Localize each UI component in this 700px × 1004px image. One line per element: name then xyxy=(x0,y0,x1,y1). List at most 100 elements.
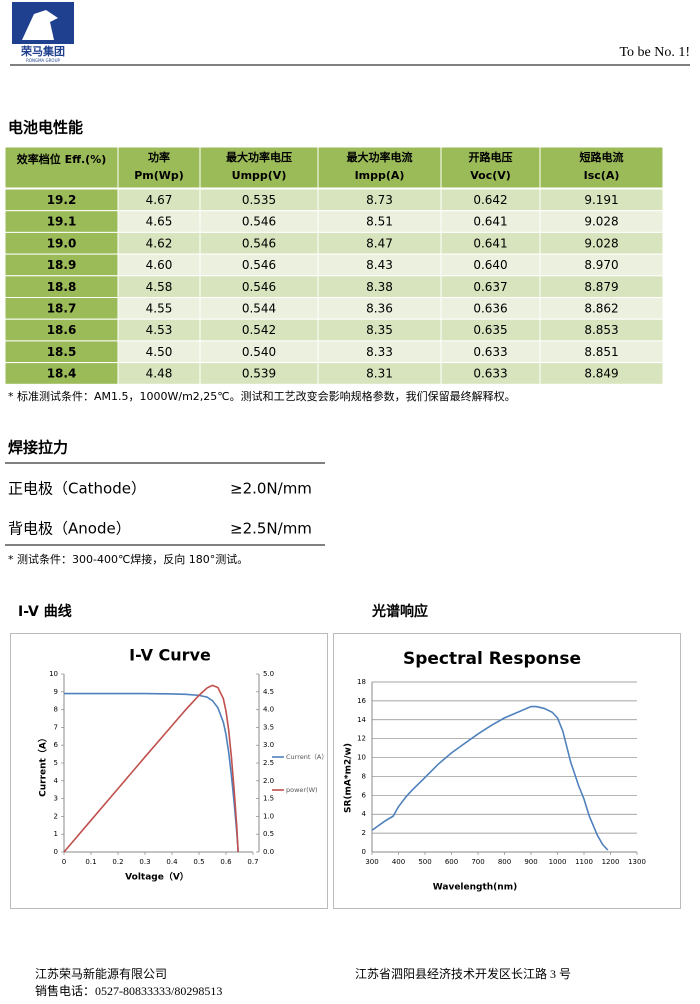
y2-tick-label: 3.5 xyxy=(263,723,274,731)
x-tick-label: 0.5 xyxy=(193,858,204,866)
y-tick-label: 6 xyxy=(54,741,59,749)
cell-text: 0.633 xyxy=(473,367,507,381)
header-text: 短路电流 xyxy=(580,150,624,164)
y-tick-label: 5 xyxy=(54,759,58,767)
cell-text: 18.4 xyxy=(47,367,77,381)
chart-title: I-V Curve xyxy=(129,646,211,665)
cell-text: 8.853 xyxy=(584,323,618,337)
solder-note: * 测试条件：300-400℃焊接，反向 180°测试。 xyxy=(8,552,248,566)
section-title: 光谱响应 xyxy=(371,603,428,620)
footer-phone: 销售电话：0527-80833333/80298513 xyxy=(35,983,222,998)
y-tick-label: 12 xyxy=(357,735,366,743)
y2-tick-label: 5.0 xyxy=(263,670,274,678)
y-tick-label: 7 xyxy=(54,723,58,731)
cell-text: 0.633 xyxy=(473,345,507,359)
y-tick-label: 14 xyxy=(357,716,366,724)
cell-text: 4.58 xyxy=(146,280,173,294)
header-text: Umpp(V) xyxy=(232,169,287,182)
y-tick-label: 8 xyxy=(54,706,58,714)
header-cell xyxy=(117,146,201,189)
y-tick-label: 4 xyxy=(362,810,367,818)
cell-text: 0.637 xyxy=(473,280,507,294)
cell-text: 0.540 xyxy=(242,345,276,359)
chart-frame xyxy=(333,633,681,909)
cell-text: 8.862 xyxy=(584,302,618,316)
cell-text: 4.60 xyxy=(146,258,173,272)
x-tick-label: 800 xyxy=(498,858,511,866)
cell-text: 0.535 xyxy=(242,193,276,207)
y2-tick-label: 4.0 xyxy=(263,706,274,714)
cell-text: 8.35 xyxy=(366,323,393,337)
series-line xyxy=(63,684,239,853)
solder-label: 背电极（Anode） xyxy=(8,520,131,538)
cell-text: 9.191 xyxy=(584,193,618,207)
cell-text: 4.50 xyxy=(146,345,173,359)
cell-text: 8.47 xyxy=(366,236,393,250)
header-cell xyxy=(539,146,664,189)
x-tick-label: 1000 xyxy=(549,858,567,866)
cell-text: 0.640 xyxy=(473,258,507,272)
header-text: 最大功率电压 xyxy=(226,150,292,164)
cell-text: 0.636 xyxy=(473,302,507,316)
y-tick-label: 1 xyxy=(54,830,58,838)
cell-text: 0.542 xyxy=(242,323,276,337)
cell-text: 0.546 xyxy=(242,236,276,250)
header-text: 最大功率电流 xyxy=(347,150,413,164)
y-tick-label: 6 xyxy=(362,791,367,799)
header-text: Impp(A) xyxy=(355,169,405,182)
legend-label: Current（A） xyxy=(286,753,328,761)
legend-label: power(W) xyxy=(286,786,318,794)
cell-text: 4.55 xyxy=(146,302,173,316)
cell-text: 18.7 xyxy=(47,302,77,316)
x-axis-label: Wavelength(nm) xyxy=(433,883,517,893)
cell-text: 0.641 xyxy=(473,215,507,229)
cell-text: 8.851 xyxy=(584,345,618,359)
cell-text: 4.53 xyxy=(146,323,173,337)
x-tick-label: 600 xyxy=(445,858,458,866)
cell-text: 4.48 xyxy=(146,367,173,381)
x-tick-label: 0.6 xyxy=(220,858,232,866)
y-tick-label: 10 xyxy=(357,754,366,762)
x-tick-label: 0.7 xyxy=(247,858,258,866)
y2-tick-label: 2.0 xyxy=(263,777,274,785)
cell-text: 19.0 xyxy=(47,236,77,250)
series-line xyxy=(64,692,239,853)
cell-text: 19.1 xyxy=(47,215,77,229)
cell-text: 4.67 xyxy=(146,193,173,207)
x-tick-label: 400 xyxy=(392,858,405,866)
cell-text: 0.539 xyxy=(242,367,276,381)
y-tick-label: 2 xyxy=(362,829,366,837)
cell-text: 0.635 xyxy=(473,323,507,337)
solder-value: ≥2.5N/mm xyxy=(230,520,312,538)
cell-text: 4.65 xyxy=(146,215,173,229)
cell-text: 0.641 xyxy=(473,236,507,250)
y-tick-label: 18 xyxy=(357,678,366,686)
cell-text: 8.43 xyxy=(366,258,393,272)
series-line xyxy=(371,705,609,851)
header-text: Isc(A) xyxy=(584,169,620,182)
x-axis-label: Voltage（V） xyxy=(125,872,189,883)
y-tick-label: 3 xyxy=(54,795,58,803)
logo-text: 荣马集团 xyxy=(20,44,65,58)
x-tick-label: 0.1 xyxy=(85,858,96,866)
slogan: To be No. 1! xyxy=(619,45,690,60)
header-text: 效率档位 Eff.(%) xyxy=(17,152,107,166)
y-tick-label: 9 xyxy=(54,688,58,696)
y-tick-label: 16 xyxy=(357,697,366,705)
header-text: 开路电压 xyxy=(469,150,513,164)
y2-tick-label: 2.5 xyxy=(263,759,274,767)
x-tick-label: 0 xyxy=(62,858,66,866)
y-tick-label: 10 xyxy=(49,670,58,678)
section-title: I-V 曲线 xyxy=(18,603,72,620)
y-axis-label: Current（A） xyxy=(38,733,49,797)
logo-sub: RONGMA GROUP xyxy=(26,58,60,63)
x-tick-label: 500 xyxy=(418,858,431,866)
y2-tick-label: 3.0 xyxy=(263,741,274,749)
header-text: 功率 xyxy=(148,150,170,164)
x-tick-label: 0.2 xyxy=(112,858,123,866)
x-tick-label: 1100 xyxy=(575,858,593,866)
cell-text: 9.028 xyxy=(584,215,618,229)
solder-value: ≥2.0N/mm xyxy=(230,480,312,498)
y-tick-label: 4 xyxy=(54,777,59,785)
